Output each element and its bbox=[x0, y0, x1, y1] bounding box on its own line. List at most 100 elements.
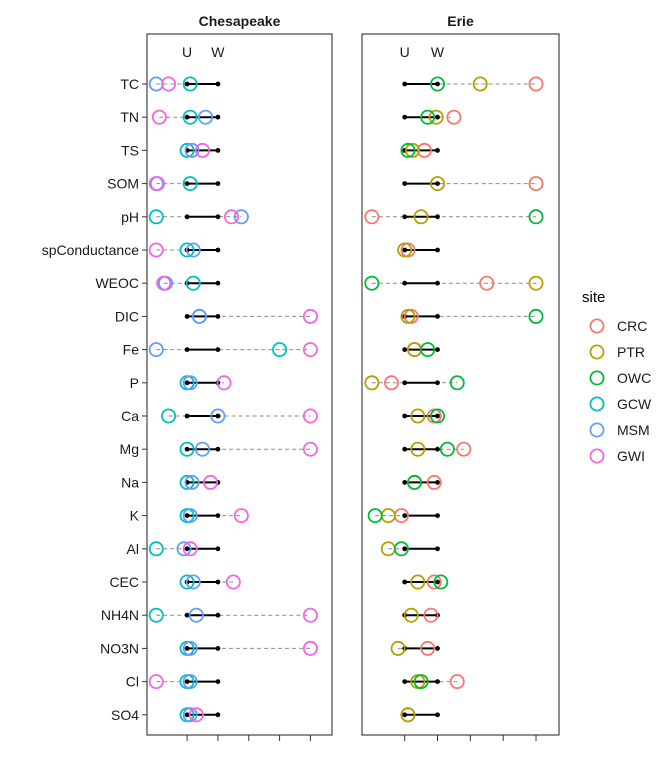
marker-label-w: W bbox=[211, 44, 225, 60]
row-weoc bbox=[364, 275, 544, 291]
point-gwi bbox=[302, 441, 318, 457]
panel-frame bbox=[361, 33, 560, 736]
row-ts bbox=[179, 142, 221, 158]
w-dot bbox=[215, 513, 221, 518]
w-dot bbox=[215, 181, 221, 187]
point-ptr bbox=[410, 408, 426, 424]
w-dot bbox=[435, 81, 440, 87]
point-owc bbox=[433, 574, 449, 590]
marker-label-u: U bbox=[400, 44, 410, 60]
point-gcw bbox=[148, 209, 164, 225]
point-ptr bbox=[430, 176, 446, 192]
point-crc bbox=[426, 574, 442, 590]
y-tick-label: NH4N bbox=[101, 607, 139, 623]
w-dot bbox=[435, 546, 440, 552]
row-dic bbox=[184, 308, 318, 324]
u-dot bbox=[402, 579, 408, 585]
row-al bbox=[148, 541, 221, 557]
point-msm bbox=[182, 640, 198, 656]
panel-erie: Erie U W bbox=[361, 13, 560, 741]
legend-title: site bbox=[582, 289, 605, 306]
row-ph bbox=[364, 209, 544, 225]
point-gcw bbox=[179, 441, 195, 457]
point-ptr bbox=[400, 707, 416, 723]
u-dot bbox=[184, 81, 190, 87]
row-k bbox=[367, 508, 440, 524]
u-dot bbox=[402, 413, 408, 419]
w-dot bbox=[435, 480, 440, 485]
w-dot bbox=[435, 114, 440, 120]
point-ptr bbox=[410, 441, 426, 457]
row-spconductance bbox=[148, 242, 221, 258]
w-dot bbox=[435, 712, 440, 718]
w-dot bbox=[215, 646, 221, 651]
row-k bbox=[179, 508, 249, 524]
point-gcw bbox=[179, 142, 195, 158]
legend-entry-owc: OWC bbox=[589, 370, 651, 386]
u-dot bbox=[184, 380, 190, 386]
w-dot bbox=[435, 513, 440, 518]
w-dot bbox=[435, 446, 440, 452]
row-p bbox=[179, 375, 232, 391]
y-axis-labels: TC TN TS SOM pH spConductance WEOC DIC Fe P Ca Mg Na… bbox=[42, 76, 147, 723]
point-msm bbox=[184, 474, 200, 490]
point-crc bbox=[449, 674, 465, 690]
point-gwi bbox=[161, 76, 177, 92]
legend: site CRC PTR OWC GCW MSM GWI bbox=[582, 289, 652, 464]
point-gwi bbox=[203, 474, 219, 490]
point-crc bbox=[456, 441, 472, 457]
y-tick-label: WEOC bbox=[95, 275, 139, 291]
w-dot bbox=[435, 148, 440, 153]
point-gwi bbox=[148, 674, 164, 690]
point-gwi bbox=[182, 541, 198, 557]
u-dot bbox=[402, 81, 408, 87]
point-msm bbox=[210, 408, 226, 424]
u-dot bbox=[184, 413, 190, 419]
legend-entry-gwi: GWI bbox=[589, 448, 645, 464]
row-no3n bbox=[390, 640, 440, 656]
point-gwi bbox=[151, 109, 167, 125]
point-ptr bbox=[390, 640, 406, 656]
marker-label-u: U bbox=[182, 44, 192, 60]
u-dot bbox=[184, 546, 190, 552]
point-gwi bbox=[149, 176, 165, 192]
w-dot bbox=[215, 247, 221, 253]
u-dot bbox=[184, 679, 190, 684]
point-crc bbox=[364, 209, 380, 225]
point-gwi bbox=[225, 574, 241, 590]
point-gcw bbox=[179, 242, 195, 258]
point-crc bbox=[528, 76, 544, 92]
w-dot bbox=[435, 413, 440, 419]
row-ts bbox=[400, 142, 440, 158]
point-msm bbox=[194, 441, 210, 457]
point-owc bbox=[430, 76, 446, 92]
point-msm bbox=[185, 574, 201, 590]
u-dot bbox=[184, 114, 190, 120]
row-ph bbox=[148, 209, 249, 225]
point-msm bbox=[176, 541, 192, 557]
w-dot bbox=[215, 148, 221, 153]
u-dot bbox=[184, 612, 190, 618]
w-dot bbox=[215, 280, 221, 286]
legend-entries: CRC PTR OWC GCW MSM GWI bbox=[589, 318, 652, 464]
point-msm bbox=[185, 242, 201, 258]
w-dot bbox=[435, 579, 440, 585]
u-dot bbox=[402, 712, 408, 718]
w-dot bbox=[435, 181, 440, 187]
point-ptr bbox=[410, 574, 426, 590]
point-gwi bbox=[156, 275, 172, 291]
point-gcw bbox=[179, 474, 195, 490]
y-tick-label: spConductance bbox=[42, 242, 140, 258]
row-tn bbox=[402, 109, 462, 125]
point-gwi bbox=[223, 209, 239, 225]
legend-label: PTR bbox=[617, 344, 645, 360]
w-dot bbox=[435, 646, 440, 651]
point-crc bbox=[420, 640, 436, 656]
point-owc bbox=[400, 142, 416, 158]
legend-entry-msm: MSM bbox=[589, 422, 650, 438]
w-dot bbox=[215, 214, 221, 220]
y-tick-label: SOM bbox=[107, 176, 139, 192]
point-msm bbox=[182, 707, 198, 723]
u-dot bbox=[402, 679, 408, 684]
point-crc bbox=[423, 607, 439, 623]
